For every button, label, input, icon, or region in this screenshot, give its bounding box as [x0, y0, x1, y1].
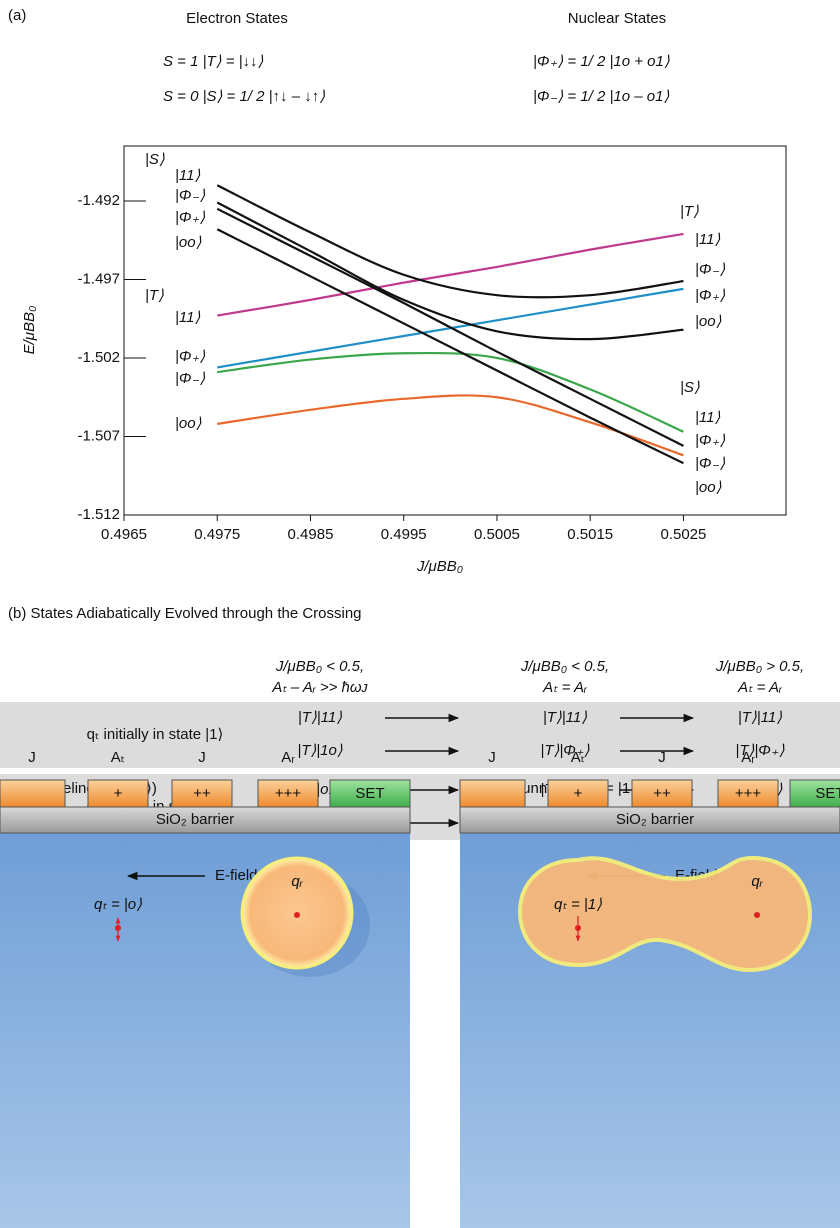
curve-label: |Φ₋⟩ — [695, 455, 725, 472]
x-tick-label: 0.5025 — [660, 526, 706, 543]
curve-label: |S⟩ — [145, 151, 165, 168]
column-header: Aₜ = Aᵣ — [737, 679, 783, 696]
barrier-label: SiO₂ barrier — [616, 811, 694, 828]
x-tick-label: 0.4965 — [101, 526, 147, 543]
gate-sign: +++ — [735, 785, 762, 802]
gate-label: J — [658, 749, 666, 766]
cell: |T⟩|1o⟩ — [297, 742, 342, 759]
gate-sign: ++ — [193, 785, 211, 802]
equation: |Φ₋⟩ = 1/ 2 |1o – o1⟩ — [533, 88, 669, 105]
column-header: J/μBB₀ > 0.5, — [715, 658, 804, 675]
column-header: Aₜ – Aᵣ >> ħωᴊ — [271, 679, 368, 696]
y-tick-label: -1.497 — [77, 270, 120, 287]
cell: |T⟩|11⟩ — [298, 709, 342, 726]
header: Nuclear States — [568, 10, 666, 27]
x-tick-label: 0.5015 — [567, 526, 613, 543]
x-axis-label: J/μBB₀ — [416, 558, 463, 575]
curve — [217, 229, 683, 463]
dot — [294, 912, 300, 918]
curve — [217, 395, 683, 455]
curve — [217, 203, 683, 340]
equation: S = 1 |T⟩ = |↓↓⟩ — [163, 53, 264, 70]
chart: 0.4965 0.4975 0.4985 0.4995 0.5005 0.5015 0.50… — [21, 146, 786, 575]
dot — [754, 912, 760, 918]
gate-label: Aᵣ — [741, 749, 755, 766]
curve-label: |Φ₊⟩ — [695, 287, 725, 304]
qt-label: qₜ = |o⟩ — [94, 896, 142, 913]
column-header: Aₜ = Aᵣ — [542, 679, 588, 696]
gate-label: J — [488, 749, 496, 766]
equation: S = 0 |S⟩ = 1/ 2 |↑↓ – ↓↑⟩ — [163, 88, 325, 105]
figure: (a) Electron States Nuclear States S = 1… — [0, 0, 840, 1228]
curve-label: |oo⟩ — [695, 479, 722, 496]
curve-label: |oo⟩ — [695, 313, 722, 330]
header: Electron States — [186, 10, 288, 27]
curve-label: |S⟩ — [680, 379, 700, 396]
gate-label: Aᵣ — [281, 749, 295, 766]
gate — [0, 780, 65, 807]
panel-label: (a) — [8, 7, 26, 24]
curve-label: |Φ₊⟩ — [175, 348, 205, 365]
gate-label: Aₜ — [111, 749, 125, 766]
curve-label: |T⟩ — [145, 287, 164, 304]
curve-label: |Φ₋⟩ — [695, 261, 725, 278]
curve-label: |oo⟩ — [175, 234, 202, 251]
curve — [217, 234, 683, 316]
x-tick-label: 0.4985 — [288, 526, 334, 543]
curve-label: |11⟩ — [175, 309, 200, 326]
curve-label: |Φ₋⟩ — [175, 370, 205, 387]
curve — [217, 209, 683, 446]
curve-label: |oo⟩ — [175, 415, 202, 432]
column-header: J/μBB₀ < 0.5, — [520, 658, 609, 675]
curve-label: |Φ₋⟩ — [175, 187, 205, 204]
gate-label: J — [198, 749, 206, 766]
qt-label: qₜ = |1⟩ — [554, 896, 602, 913]
cell: |T⟩|11⟩ — [738, 709, 782, 726]
column-header: J/μBB₀ < 0.5, — [275, 658, 364, 675]
y-tick-label: -1.492 — [77, 192, 120, 209]
gate-sign: + — [114, 785, 123, 802]
y-tick-label: -1.507 — [77, 427, 120, 444]
curve-label: |Φ₊⟩ — [695, 432, 725, 449]
curve — [217, 353, 683, 432]
curve-label: |11⟩ — [695, 409, 720, 426]
x-tick-label: 0.4975 — [194, 526, 240, 543]
cell: |T⟩|11⟩ — [543, 709, 587, 726]
curve-label: |T⟩ — [680, 203, 699, 220]
gate-sign: + — [574, 785, 583, 802]
y-tick-label: -1.512 — [77, 506, 120, 523]
panel-c: (c) Tunneling (qₜ = |o⟩)SiO₂ barrier++++… — [0, 749, 410, 1228]
qr-label: qᵣ — [291, 873, 303, 890]
gate — [460, 780, 525, 807]
gate-label: Aₜ — [571, 749, 585, 766]
barrier-label: SiO₂ barrier — [156, 811, 234, 828]
gate-label: J — [28, 749, 36, 766]
set-label: SET — [355, 785, 384, 802]
qr-label: qᵣ — [751, 873, 763, 890]
set-label: SET — [815, 785, 840, 802]
gate-sign: +++ — [275, 785, 302, 802]
x-tick-label: 0.4995 — [381, 526, 427, 543]
curve-label: |Φ₊⟩ — [175, 209, 205, 226]
table-title: (b) States Adiabatically Evolved through… — [8, 605, 362, 622]
x-tick-label: 0.5005 — [474, 526, 520, 543]
y-axis-label: E/μBB₀ — [21, 306, 38, 355]
panel-d: (d) No Tunneling (qₜ = |1⟩)SiO₂ barrier+… — [460, 749, 840, 1228]
curve-label: |11⟩ — [695, 231, 720, 248]
curve — [217, 185, 683, 297]
curve-label: |11⟩ — [175, 167, 200, 184]
row-label: qₜ initially in state |1⟩ — [87, 726, 224, 743]
y-tick-label: -1.502 — [77, 349, 120, 366]
equation: |Φ₊⟩ = 1/ 2 |1o + o1⟩ — [533, 53, 670, 70]
gate-sign: ++ — [653, 785, 671, 802]
